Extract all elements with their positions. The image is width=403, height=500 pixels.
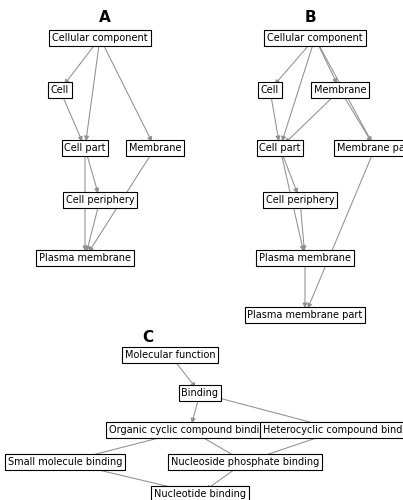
Text: Membrane part: Membrane part xyxy=(337,143,403,153)
Text: Cellular component: Cellular component xyxy=(52,33,148,43)
Text: Plasma membrane: Plasma membrane xyxy=(39,253,131,263)
Text: Cell: Cell xyxy=(51,85,69,95)
Text: Cell: Cell xyxy=(261,85,279,95)
Text: Plasma membrane part: Plasma membrane part xyxy=(247,310,363,320)
Text: C: C xyxy=(142,330,154,345)
Text: Small molecule binding: Small molecule binding xyxy=(8,457,122,467)
Text: Nucleotide binding: Nucleotide binding xyxy=(154,489,246,499)
Text: Membrane: Membrane xyxy=(314,85,366,95)
Text: Binding: Binding xyxy=(181,388,218,398)
Text: Heterocyclic compound binding: Heterocyclic compound binding xyxy=(263,425,403,435)
Text: Membrane: Membrane xyxy=(129,143,181,153)
Text: Cell part: Cell part xyxy=(64,143,106,153)
Text: Molecular function: Molecular function xyxy=(125,350,215,360)
Text: A: A xyxy=(99,10,111,26)
Text: Plasma membrane: Plasma membrane xyxy=(259,253,351,263)
Text: B: B xyxy=(304,10,316,26)
Text: Organic cyclic compound binding: Organic cyclic compound binding xyxy=(109,425,271,435)
Text: Cellular component: Cellular component xyxy=(267,33,363,43)
Text: Nucleoside phosphate binding: Nucleoside phosphate binding xyxy=(171,457,319,467)
Text: Cell periphery: Cell periphery xyxy=(66,195,134,205)
Text: Cell part: Cell part xyxy=(259,143,301,153)
Text: Cell periphery: Cell periphery xyxy=(266,195,334,205)
